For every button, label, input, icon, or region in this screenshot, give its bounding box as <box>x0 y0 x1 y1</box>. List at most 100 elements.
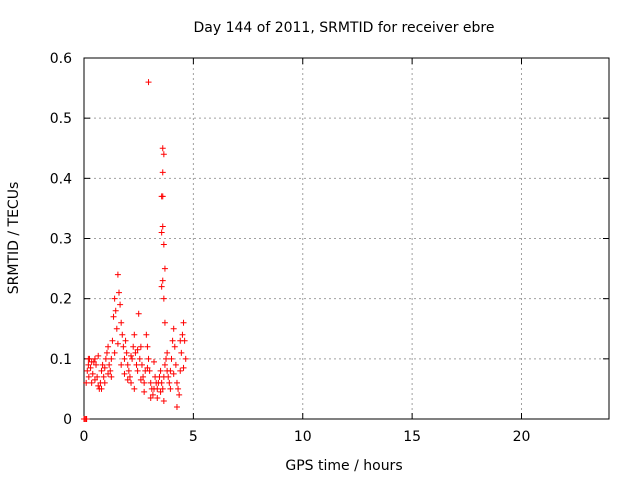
data-point <box>91 355 98 362</box>
data-point <box>171 343 178 350</box>
data-point <box>110 313 117 320</box>
data-point <box>128 352 135 359</box>
data-point <box>93 361 100 368</box>
data-point <box>134 346 141 353</box>
data-point <box>121 370 128 377</box>
x-tick-label: 0 <box>80 429 89 445</box>
data-point <box>161 265 168 272</box>
data-point <box>91 376 98 383</box>
data-point <box>161 319 168 326</box>
data-points <box>81 79 189 422</box>
data-point <box>94 373 101 380</box>
data-point <box>177 367 184 374</box>
data-point <box>107 367 114 374</box>
data-point <box>135 310 142 317</box>
data-point <box>182 355 189 362</box>
data-point <box>105 370 112 377</box>
x-tick-label: 15 <box>403 429 421 445</box>
data-point <box>159 223 166 230</box>
data-point <box>146 367 153 374</box>
data-point <box>175 385 182 392</box>
y-tick-label: 0.2 <box>50 292 72 308</box>
data-point <box>103 349 110 356</box>
data-point <box>134 367 141 374</box>
data-point <box>164 349 171 356</box>
data-point <box>121 355 128 362</box>
data-point <box>167 367 174 374</box>
data-point <box>154 385 161 392</box>
data-point <box>179 331 186 338</box>
data-point <box>154 394 161 401</box>
data-point <box>130 343 137 350</box>
data-point <box>160 295 167 302</box>
y-tick-label: 0.1 <box>50 352 72 368</box>
data-point <box>111 295 118 302</box>
data-point <box>160 241 167 248</box>
data-point <box>159 277 166 284</box>
data-point <box>163 355 170 362</box>
data-point <box>108 373 115 380</box>
data-point <box>119 331 126 338</box>
data-point <box>112 307 119 314</box>
data-point <box>83 416 90 422</box>
data-point <box>173 403 180 410</box>
chart-title: Day 144 of 2011, SRMTID for receiver ebr… <box>194 20 495 36</box>
data-point <box>165 373 172 380</box>
x-tick-label: 5 <box>189 429 198 445</box>
data-point <box>124 361 131 368</box>
data-point <box>149 391 156 398</box>
data-point <box>160 151 167 158</box>
data-point <box>159 193 166 200</box>
data-point <box>126 373 133 380</box>
data-point <box>133 361 140 368</box>
data-point <box>145 79 152 86</box>
y-tick-label: 0.3 <box>50 232 72 248</box>
data-point <box>118 361 125 368</box>
data-point <box>122 337 129 344</box>
x-axis-label: GPS time / hours <box>285 458 402 474</box>
data-point <box>117 301 124 308</box>
data-point <box>88 379 95 386</box>
data-point <box>132 349 139 356</box>
data-point <box>99 361 106 368</box>
data-point <box>180 364 187 371</box>
data-point <box>144 343 151 350</box>
x-tick-label: 10 <box>294 429 312 445</box>
data-point <box>128 379 135 386</box>
data-point <box>125 367 132 374</box>
data-point <box>84 367 91 374</box>
data-point <box>108 355 115 362</box>
x-tick-label: 20 <box>513 429 531 445</box>
data-point <box>89 370 96 377</box>
data-point <box>85 355 92 362</box>
data-point <box>102 355 109 362</box>
data-point <box>118 319 125 326</box>
data-point <box>116 289 122 296</box>
y-tick-label: 0 <box>63 412 72 428</box>
data-point <box>113 325 120 332</box>
y-tick-label: 0.6 <box>50 51 72 67</box>
data-point <box>151 358 157 365</box>
data-point <box>177 337 184 344</box>
data-point <box>144 364 151 371</box>
data-point <box>120 343 127 350</box>
data-point <box>137 343 144 350</box>
data-point <box>95 352 102 359</box>
data-point <box>83 379 90 386</box>
data-point <box>88 358 95 365</box>
data-point <box>105 343 112 350</box>
axis-ticks: 0 5 10 15 20 0 0.1 0.2 0.3 0.4 0.5 0.6 <box>50 51 609 445</box>
data-point <box>170 325 177 332</box>
data-point <box>178 349 185 356</box>
data-point <box>157 367 164 374</box>
data-point <box>95 382 102 389</box>
data-point <box>129 355 136 362</box>
data-point <box>169 337 176 344</box>
data-point <box>158 283 165 290</box>
data-point <box>85 361 92 368</box>
y-tick-label: 0.5 <box>50 111 72 127</box>
data-point <box>159 385 166 392</box>
data-point <box>87 364 94 371</box>
data-point <box>172 361 179 368</box>
